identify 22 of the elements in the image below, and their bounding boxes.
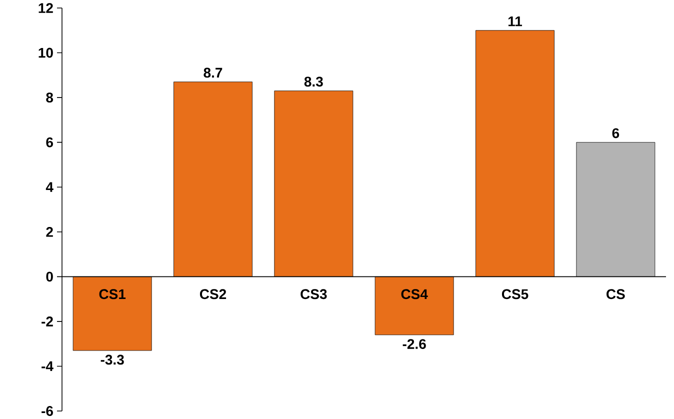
y-tick-label: -6 [42,406,53,416]
y-tick-label: -2 [42,316,53,326]
y-tick-label: 12 [38,3,53,13]
x-tick-label: CS5 [502,289,528,300]
data-label: 8.3 [304,76,323,87]
data-label: -2.6 [402,339,426,349]
y-tick-label: 4 [46,182,54,192]
y-tick-label: 10 [38,48,53,58]
data-label: -3.3 [100,354,124,365]
y-tick-label: 0 [46,272,53,282]
y-tick-label: 6 [46,137,53,148]
data-label: 6 [612,128,620,138]
x-tick-label: CS3 [300,289,327,300]
y-tick-label: -4 [42,361,54,372]
y-tick-label: 2 [46,226,53,237]
x-tick-label: CS1 [99,289,126,300]
x-tick-label: CS4 [401,289,428,300]
data-label: 8.7 [204,68,222,78]
x-tick-label: CS2 [200,289,226,300]
y-tick-label: 8 [46,92,54,103]
data-label: 11 [508,16,522,26]
x-tick-label: CS [606,289,625,300]
